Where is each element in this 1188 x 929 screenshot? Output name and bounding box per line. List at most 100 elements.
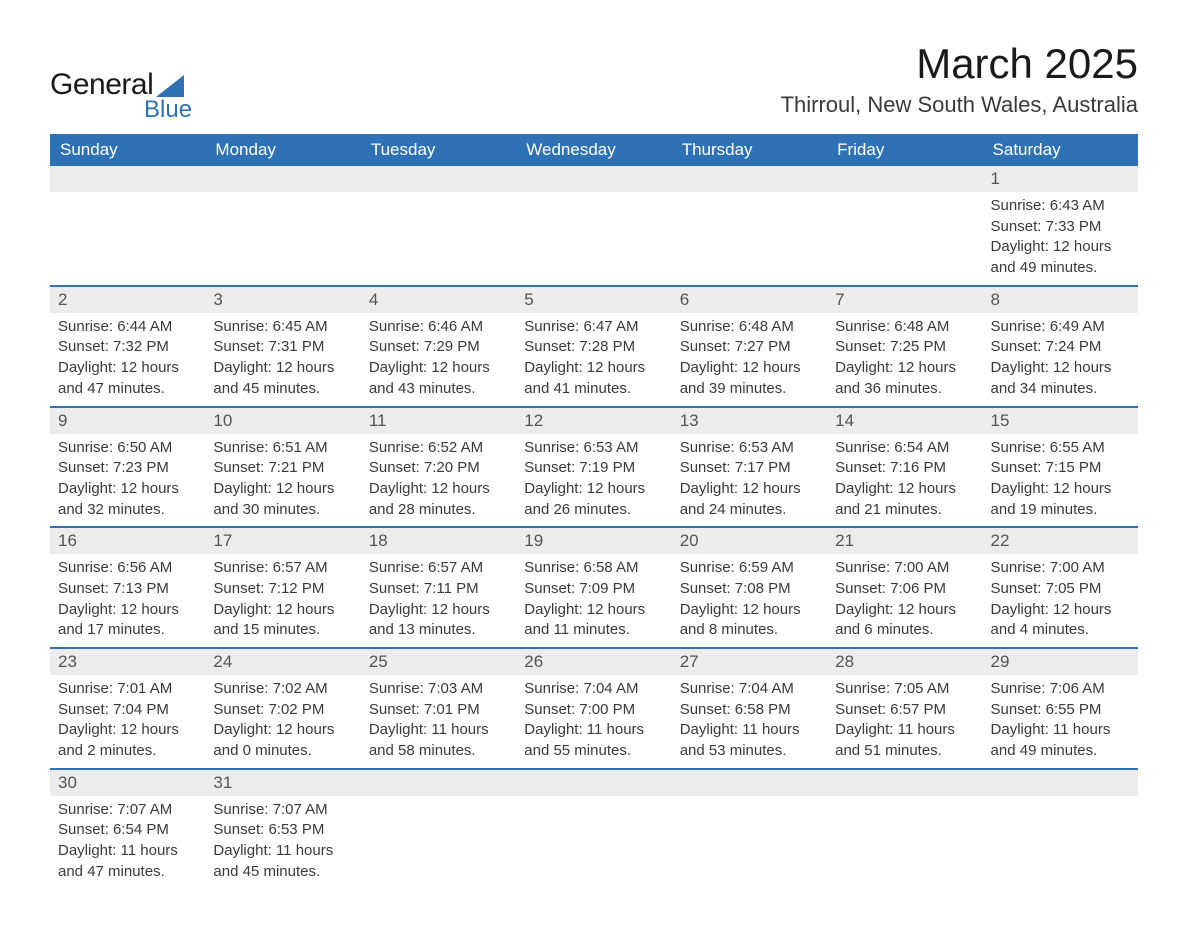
day-body: Sunrise: 6:57 AMSunset: 7:12 PMDaylight:… [205,554,360,647]
calendar-cell: 12Sunrise: 6:53 AMSunset: 7:19 PMDayligh… [516,407,671,528]
day-body: Sunrise: 7:05 AMSunset: 6:57 PMDaylight:… [827,675,982,768]
sunrise-line: Sunrise: 6:54 AM [835,438,974,459]
day-body: Sunrise: 7:03 AMSunset: 7:01 PMDaylight:… [361,675,516,768]
daylight-line: Daylight: 12 hours and 32 minutes. [58,479,197,520]
sunset-line: Sunset: 7:17 PM [680,458,819,479]
calendar-header-row: SundayMondayTuesdayWednesdayThursdayFrid… [50,134,1138,166]
sunset-line: Sunset: 7:08 PM [680,579,819,600]
day-number: 24 [205,649,360,675]
day-number [672,166,827,192]
sunrise-line: Sunrise: 6:43 AM [991,196,1130,217]
sunset-line: Sunset: 7:21 PM [213,458,352,479]
day-body: Sunrise: 6:55 AMSunset: 7:15 PMDaylight:… [983,434,1138,527]
day-number: 30 [50,770,205,796]
sunset-line: Sunset: 7:04 PM [58,700,197,721]
calendar-cell: 27Sunrise: 7:04 AMSunset: 6:58 PMDayligh… [672,648,827,769]
sunset-line: Sunset: 7:05 PM [991,579,1130,600]
daylight-line: Daylight: 12 hours and 26 minutes. [524,479,663,520]
daylight-line: Daylight: 12 hours and 43 minutes. [369,358,508,399]
day-number: 22 [983,528,1138,554]
day-body: Sunrise: 6:48 AMSunset: 7:27 PMDaylight:… [672,313,827,406]
calendar-cell: 7Sunrise: 6:48 AMSunset: 7:25 PMDaylight… [827,286,982,407]
day-body: Sunrise: 7:07 AMSunset: 6:53 PMDaylight:… [205,796,360,889]
day-number: 13 [672,408,827,434]
day-number [516,166,671,192]
calendar-cell: 18Sunrise: 6:57 AMSunset: 7:11 PMDayligh… [361,527,516,648]
day-number: 25 [361,649,516,675]
sunrise-line: Sunrise: 6:52 AM [369,438,508,459]
daylight-line: Daylight: 12 hours and 28 minutes. [369,479,508,520]
daylight-line: Daylight: 12 hours and 11 minutes. [524,600,663,641]
daylight-line: Daylight: 11 hours and 55 minutes. [524,720,663,761]
day-body [516,192,671,270]
calendar-cell: 13Sunrise: 6:53 AMSunset: 7:17 PMDayligh… [672,407,827,528]
sunset-line: Sunset: 7:31 PM [213,337,352,358]
day-body: Sunrise: 7:04 AMSunset: 7:00 PMDaylight:… [516,675,671,768]
calendar-cell: 24Sunrise: 7:02 AMSunset: 7:02 PMDayligh… [205,648,360,769]
daylight-line: Daylight: 11 hours and 51 minutes. [835,720,974,761]
day-number: 12 [516,408,671,434]
day-body [672,796,827,874]
day-number: 29 [983,649,1138,675]
sunset-line: Sunset: 7:11 PM [369,579,508,600]
daylight-line: Daylight: 12 hours and 6 minutes. [835,600,974,641]
calendar-header-tuesday: Tuesday [361,134,516,166]
calendar-cell: 5Sunrise: 6:47 AMSunset: 7:28 PMDaylight… [516,286,671,407]
daylight-line: Daylight: 12 hours and 4 minutes. [991,600,1130,641]
sunset-line: Sunset: 6:53 PM [213,820,352,841]
sunrise-line: Sunrise: 6:59 AM [680,558,819,579]
sunset-line: Sunset: 7:01 PM [369,700,508,721]
sunset-line: Sunset: 7:28 PM [524,337,663,358]
sunrise-line: Sunrise: 6:53 AM [680,438,819,459]
sunrise-line: Sunrise: 7:04 AM [680,679,819,700]
daylight-line: Daylight: 12 hours and 34 minutes. [991,358,1130,399]
sunrise-line: Sunrise: 7:01 AM [58,679,197,700]
daylight-line: Daylight: 11 hours and 53 minutes. [680,720,819,761]
day-body: Sunrise: 6:50 AMSunset: 7:23 PMDaylight:… [50,434,205,527]
calendar-cell: 25Sunrise: 7:03 AMSunset: 7:01 PMDayligh… [361,648,516,769]
calendar-cell: 26Sunrise: 7:04 AMSunset: 7:00 PMDayligh… [516,648,671,769]
day-number [827,770,982,796]
sunset-line: Sunset: 7:12 PM [213,579,352,600]
calendar-week-row: 16Sunrise: 6:56 AMSunset: 7:13 PMDayligh… [50,527,1138,648]
sunrise-line: Sunrise: 6:55 AM [991,438,1130,459]
sunrise-line: Sunrise: 6:49 AM [991,317,1130,338]
calendar-cell-empty [50,166,205,286]
day-body: Sunrise: 6:56 AMSunset: 7:13 PMDaylight:… [50,554,205,647]
calendar-week-row: 1Sunrise: 6:43 AMSunset: 7:33 PMDaylight… [50,166,1138,286]
location-subtitle: Thirroul, New South Wales, Australia [781,92,1138,118]
day-body: Sunrise: 6:44 AMSunset: 7:32 PMDaylight:… [50,313,205,406]
logo-text-general: General [50,68,153,102]
sunrise-line: Sunrise: 7:06 AM [991,679,1130,700]
calendar-cell: 23Sunrise: 7:01 AMSunset: 7:04 PMDayligh… [50,648,205,769]
daylight-line: Daylight: 12 hours and 0 minutes. [213,720,352,761]
calendar-cell-empty [516,166,671,286]
day-body: Sunrise: 6:54 AMSunset: 7:16 PMDaylight:… [827,434,982,527]
logo: General Blue [50,68,192,124]
day-number: 6 [672,287,827,313]
day-body: Sunrise: 6:59 AMSunset: 7:08 PMDaylight:… [672,554,827,647]
calendar-header-monday: Monday [205,134,360,166]
calendar-cell: 14Sunrise: 6:54 AMSunset: 7:16 PMDayligh… [827,407,982,528]
day-number: 27 [672,649,827,675]
sunrise-line: Sunrise: 6:53 AM [524,438,663,459]
day-number: 8 [983,287,1138,313]
day-number: 9 [50,408,205,434]
calendar-cell-empty [361,769,516,889]
day-body: Sunrise: 7:04 AMSunset: 6:58 PMDaylight:… [672,675,827,768]
day-body: Sunrise: 7:07 AMSunset: 6:54 PMDaylight:… [50,796,205,889]
day-number [205,166,360,192]
calendar-cell-empty [983,769,1138,889]
sunset-line: Sunset: 7:24 PM [991,337,1130,358]
day-number: 20 [672,528,827,554]
sunset-line: Sunset: 7:16 PM [835,458,974,479]
day-number: 11 [361,408,516,434]
calendar-cell-empty [361,166,516,286]
calendar-week-row: 30Sunrise: 7:07 AMSunset: 6:54 PMDayligh… [50,769,1138,889]
day-body [361,192,516,270]
day-body: Sunrise: 6:47 AMSunset: 7:28 PMDaylight:… [516,313,671,406]
sunset-line: Sunset: 7:25 PM [835,337,974,358]
calendar-cell-empty [827,166,982,286]
daylight-line: Daylight: 12 hours and 8 minutes. [680,600,819,641]
daylight-line: Daylight: 12 hours and 17 minutes. [58,600,197,641]
